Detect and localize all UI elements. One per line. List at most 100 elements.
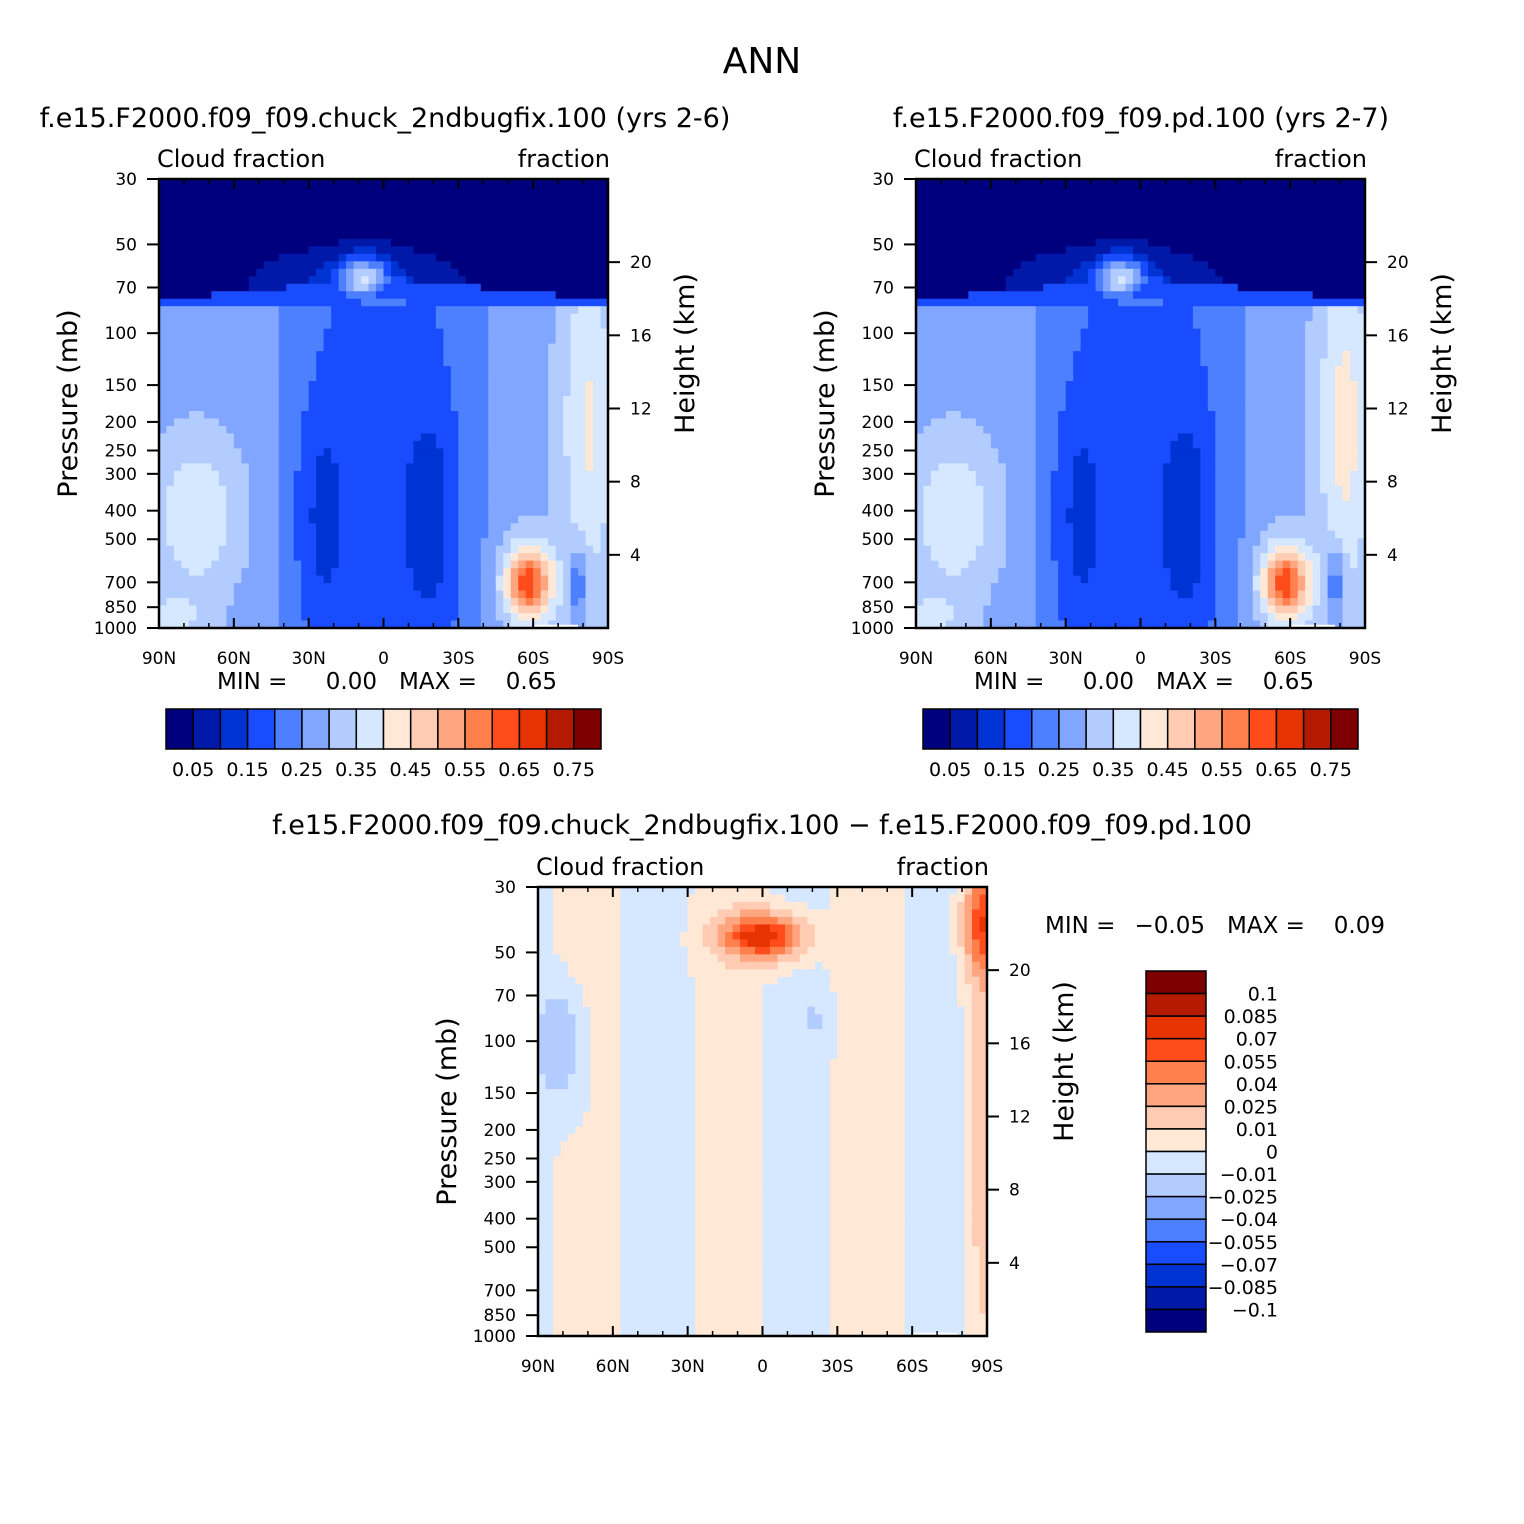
field-cell (383, 366, 392, 375)
field-cell (1177, 291, 1186, 300)
field-cell (159, 530, 168, 539)
field-cell (1140, 328, 1149, 337)
field-cell (998, 179, 1007, 188)
field-cell (1260, 276, 1269, 285)
field-cell (211, 583, 220, 592)
field-cell (1252, 193, 1261, 203)
field-cell (226, 478, 235, 487)
field-cell (510, 478, 519, 487)
field-cell (1065, 283, 1074, 292)
field-cell (218, 396, 227, 405)
field-cell (473, 425, 482, 435)
field-cell (211, 440, 220, 449)
field-cell (916, 268, 925, 277)
field-cell (361, 351, 370, 360)
field-cell (458, 553, 467, 562)
field-cell (458, 568, 467, 577)
field-cell (353, 470, 362, 479)
field-cell (1177, 321, 1186, 330)
field-cell (346, 366, 355, 375)
field-cell (503, 403, 512, 412)
field-cell (503, 500, 512, 509)
field-cell (376, 216, 385, 225)
field-cell (361, 216, 370, 225)
field-cell (278, 583, 287, 592)
field-cell (465, 470, 474, 479)
field-cell (263, 523, 272, 532)
field-cell (443, 306, 452, 315)
field-cell (1065, 186, 1074, 195)
field-cell (540, 530, 549, 539)
field-cell (1013, 231, 1022, 240)
field-cell (1252, 216, 1261, 225)
field-cell (435, 493, 444, 502)
field-cell (338, 246, 347, 255)
field-cell (173, 620, 183, 629)
field-cell (443, 425, 452, 435)
field-cell (361, 538, 370, 547)
field-cell (218, 418, 227, 427)
right-string: fraction (1275, 145, 1367, 173)
field-cell (1118, 231, 1127, 240)
field-cell (1215, 216, 1224, 225)
field-cell (916, 186, 925, 195)
field-cell (203, 336, 212, 345)
field-cell (1230, 208, 1239, 218)
field-cell (600, 328, 609, 337)
field-cell (188, 583, 198, 592)
field-cell (331, 306, 340, 315)
field-cell (473, 238, 482, 247)
field-cell (405, 381, 415, 390)
field-cell (1058, 268, 1067, 277)
field-cell (241, 470, 250, 479)
field-cell (593, 351, 602, 360)
field-cell (278, 276, 287, 285)
field-cell (278, 530, 287, 539)
field-cell (578, 425, 587, 435)
field-cell (1260, 283, 1269, 292)
field-cell (1177, 231, 1186, 240)
field-cell (420, 208, 429, 218)
field-cell (181, 336, 190, 345)
field-cell (263, 485, 272, 494)
field-cell (593, 208, 602, 218)
field-cell (1005, 283, 1014, 292)
field-cell (563, 253, 572, 262)
field-cell (1237, 201, 1246, 210)
field-cell (465, 179, 474, 188)
field-cell (361, 388, 370, 397)
field-cell (390, 620, 400, 629)
field-cell (480, 179, 489, 188)
field-cell (548, 598, 557, 607)
field-cell (173, 388, 183, 397)
field-cell (540, 485, 549, 494)
field-cell (525, 620, 534, 629)
field-cell (398, 231, 407, 240)
field-cell (1305, 208, 1314, 218)
field-cell (518, 470, 527, 479)
field-cell (338, 231, 347, 240)
field-cell (473, 193, 482, 203)
field-cell (316, 440, 325, 449)
field-cell (338, 343, 347, 352)
field-cell (323, 298, 332, 307)
field-cell (495, 605, 504, 614)
field-cell (1043, 238, 1052, 247)
field-cell (600, 246, 609, 255)
y-tick-label: 30 (115, 170, 137, 190)
field-cell (383, 598, 392, 607)
field-cell (570, 478, 579, 487)
field-cell (443, 268, 452, 277)
field-cell (159, 508, 168, 517)
field-cell (181, 268, 190, 277)
field-cell (923, 283, 932, 292)
field-cell (480, 328, 489, 337)
field-cell (323, 478, 332, 487)
field-cell (1177, 186, 1186, 195)
field-cell (263, 478, 272, 487)
field-cell (233, 598, 242, 607)
field-cell (563, 463, 572, 472)
field-cell (488, 343, 497, 352)
field-cell (278, 440, 287, 449)
field-cell (930, 179, 940, 188)
